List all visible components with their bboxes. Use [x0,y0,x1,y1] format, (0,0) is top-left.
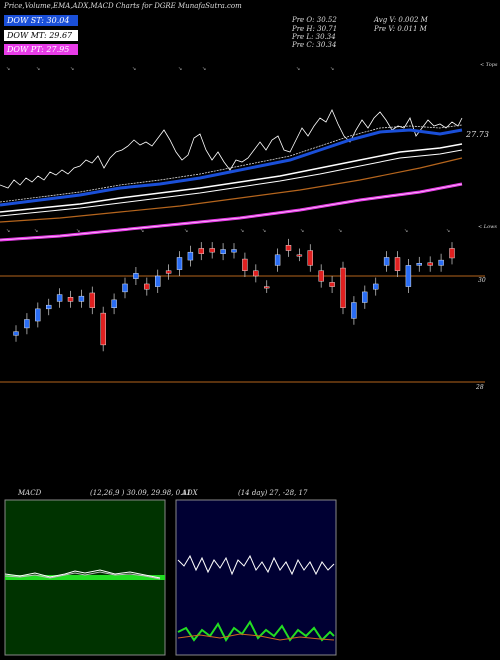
info-open: Pre O: 30.52 [292,16,337,24]
adx-minus-di-line [177,620,335,642]
candle-body [340,267,346,308]
candle-body [416,263,422,266]
candle-body [296,254,303,257]
candle-body [405,265,412,287]
candle-body [154,275,161,287]
svg-text:↘: ↘ [70,66,74,72]
candle-body [264,286,270,289]
price-label-30: 30 [478,277,486,284]
ema-mt-line [0,143,463,213]
candle-body [122,283,128,293]
svg-text:↘: ↘ [330,66,334,72]
svg-text:↘: ↘ [6,228,10,234]
ema-band [0,109,463,242]
candle-body [220,249,226,254]
svg-text:↘: ↘ [300,228,304,234]
candle-body [307,250,313,266]
legend-dow-pt: DOW PT: 27.95 [4,44,78,55]
macd-title: MACD [18,489,42,497]
macd-signal-line [4,571,161,580]
candle-body [362,291,368,303]
candle-body [111,299,117,309]
macd-params: (12,26,9 ) 30.09, 29.98, 0.11 [90,489,192,497]
info-avg-volume: Avg V: 0.002 M [374,16,428,24]
legend-dow-mt: DOW MT: 29.67 [4,30,78,41]
candle-body [253,270,259,277]
adx-params: (14 day) 27, -28, 17 [238,489,308,497]
candle-body [329,282,335,287]
price-zigzag-line [0,109,463,189]
candle-body [24,319,30,329]
info-prev-volume: Pre V: 0.011 M [374,25,427,33]
candle-body [373,283,379,290]
candle-body [242,258,248,271]
candle-body [165,270,172,274]
candle-body [285,245,292,251]
svg-text:↘: ↘ [184,228,188,234]
ema-st-line [0,128,463,207]
candle-body [67,297,74,302]
candle-body [13,331,19,336]
svg-text:↘: ↘ [446,228,450,234]
svg-text:↘: ↘ [338,228,342,234]
ema-mt-line-2 [0,149,463,217]
legend-dow-st: DOW ST: 30.04 [4,15,78,26]
candle-body [133,273,139,279]
svg-text:↘: ↘ [140,228,144,234]
candle-body [274,254,281,266]
svg-text:↘: ↘ [36,66,40,72]
adx-line [177,633,335,641]
candle-body [427,262,433,266]
candle-body [231,249,237,253]
candle-body [198,248,205,254]
svg-text:↘: ↘ [296,66,300,72]
adx-title: ADX [182,489,198,497]
svg-text:↘: ↘ [76,228,80,234]
candle-body [187,251,194,261]
ema-pt-line [0,182,463,242]
candle-body [89,292,96,308]
svg-text:↘: ↘ [132,66,136,72]
price-label-28: 28 [476,384,484,391]
chart-title: Price,Volume,EMA,ADX,MACD Charts for DGR… [4,2,242,10]
ema-st-upper-line [0,124,463,203]
candle-body [176,257,183,270]
ema-pt-inner-line [0,183,463,241]
ema-top-label: < Tops [480,62,498,68]
macd-line [4,569,161,579]
candle-body [394,257,401,271]
ema-lows-label: < Lows [478,224,497,230]
svg-text:↘: ↘ [404,228,408,234]
candle-body [438,259,444,266]
candle-group [13,238,455,352]
svg-text:↘: ↘ [202,66,206,72]
candle-body [351,302,357,319]
info-high: Pre H: 30.71 [292,25,338,33]
candle-body [56,294,63,302]
candle-body [318,270,324,282]
info-close: Pre C: 30.34 [292,41,337,49]
svg-text:↘: ↘ [178,66,182,72]
candle-body [78,295,85,302]
candle-body [46,304,52,310]
macd-histogram [5,575,165,580]
svg-text:↘: ↘ [34,228,38,234]
ema-value-label: 27.73 [466,130,489,139]
svg-text:↘: ↘ [6,66,10,72]
ema-long-line [0,157,463,223]
svg-text:↘: ↘ [262,228,266,234]
marker-row-top: ↘ ↘ ↘ ↘ ↘ ↘ ↘ ↘ [6,66,334,72]
candle-body [100,312,106,346]
candle-body [383,257,390,266]
adx-panel [175,499,337,656]
candle-body [449,248,455,259]
svg-text:↘: ↘ [240,228,244,234]
adx-plus-di-line [177,554,335,576]
marker-row-low: ↘ ↘ ↘ ↘ ↘ ↘ ↘ ↘ ↘ ↘ ↘ [6,228,450,234]
candle-body [35,308,41,322]
candle-body [209,248,215,253]
info-low: Pre L: 30.34 [292,33,336,41]
candle-body [144,283,150,290]
